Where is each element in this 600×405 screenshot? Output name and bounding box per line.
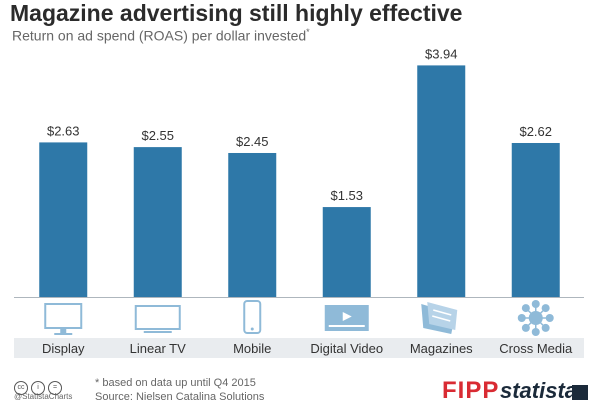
monitor-icon [44, 303, 83, 335]
bar-value-label: $2.55 [141, 128, 174, 143]
fipp-logo: FIPP [442, 377, 500, 404]
bar [39, 142, 88, 297]
bar-value-label: $2.62 [519, 124, 552, 139]
chart-title: Magazine advertising still highly effect… [10, 0, 463, 26]
chart-subtitle: Return on ad spend (ROAS) per dollar inv… [12, 27, 310, 44]
category-label: Mobile [233, 341, 271, 356]
footnote-source: Source: Nielsen Catalina Solutions [95, 391, 265, 403]
category-label-band [14, 338, 584, 358]
cc-icon: cc [14, 381, 28, 395]
tv-icon [134, 305, 181, 333]
category-label: Linear TV [130, 341, 186, 356]
category-label: Display [42, 341, 85, 356]
video-player-icon [324, 305, 369, 331]
statista-logo: statista [500, 378, 578, 403]
bar [133, 147, 182, 297]
bar-value-label: $1.53 [330, 188, 363, 203]
license-icons: cc i = [14, 376, 65, 395]
statista-handle: @StatistaCharts [14, 392, 73, 401]
footnote-note: * based on data up until Q4 2015 [95, 377, 256, 389]
category-label: Cross Media [499, 341, 573, 356]
magazine-icon [421, 302, 458, 334]
bar-value-label: $2.63 [47, 123, 80, 138]
category-label: Magazines [410, 341, 473, 356]
bar [228, 152, 277, 297]
statista-mark-icon [572, 385, 588, 400]
bar [511, 142, 560, 297]
bar-value-label: $2.45 [236, 134, 269, 149]
category-label: Digital Video [310, 341, 383, 356]
nd-icon: = [48, 381, 62, 395]
smartphone-icon [243, 300, 262, 334]
network-icon [517, 300, 554, 336]
bar [322, 207, 371, 297]
bar [417, 65, 466, 297]
bar-value-label: $3.94 [425, 46, 458, 61]
by-icon: i [31, 381, 45, 395]
